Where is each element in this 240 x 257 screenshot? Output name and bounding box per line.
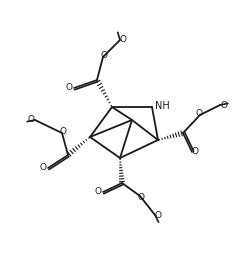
Text: O: O xyxy=(120,35,126,44)
Text: O: O xyxy=(95,188,102,197)
Text: O: O xyxy=(28,115,35,124)
Text: NH: NH xyxy=(155,101,170,111)
Text: O: O xyxy=(138,192,144,201)
Text: O: O xyxy=(60,127,66,136)
Text: O: O xyxy=(196,109,203,118)
Text: O: O xyxy=(40,163,47,172)
Text: O: O xyxy=(66,84,72,93)
Text: O: O xyxy=(221,100,228,109)
Text: O: O xyxy=(192,148,198,157)
Text: O: O xyxy=(155,210,162,219)
Text: O: O xyxy=(101,51,108,60)
